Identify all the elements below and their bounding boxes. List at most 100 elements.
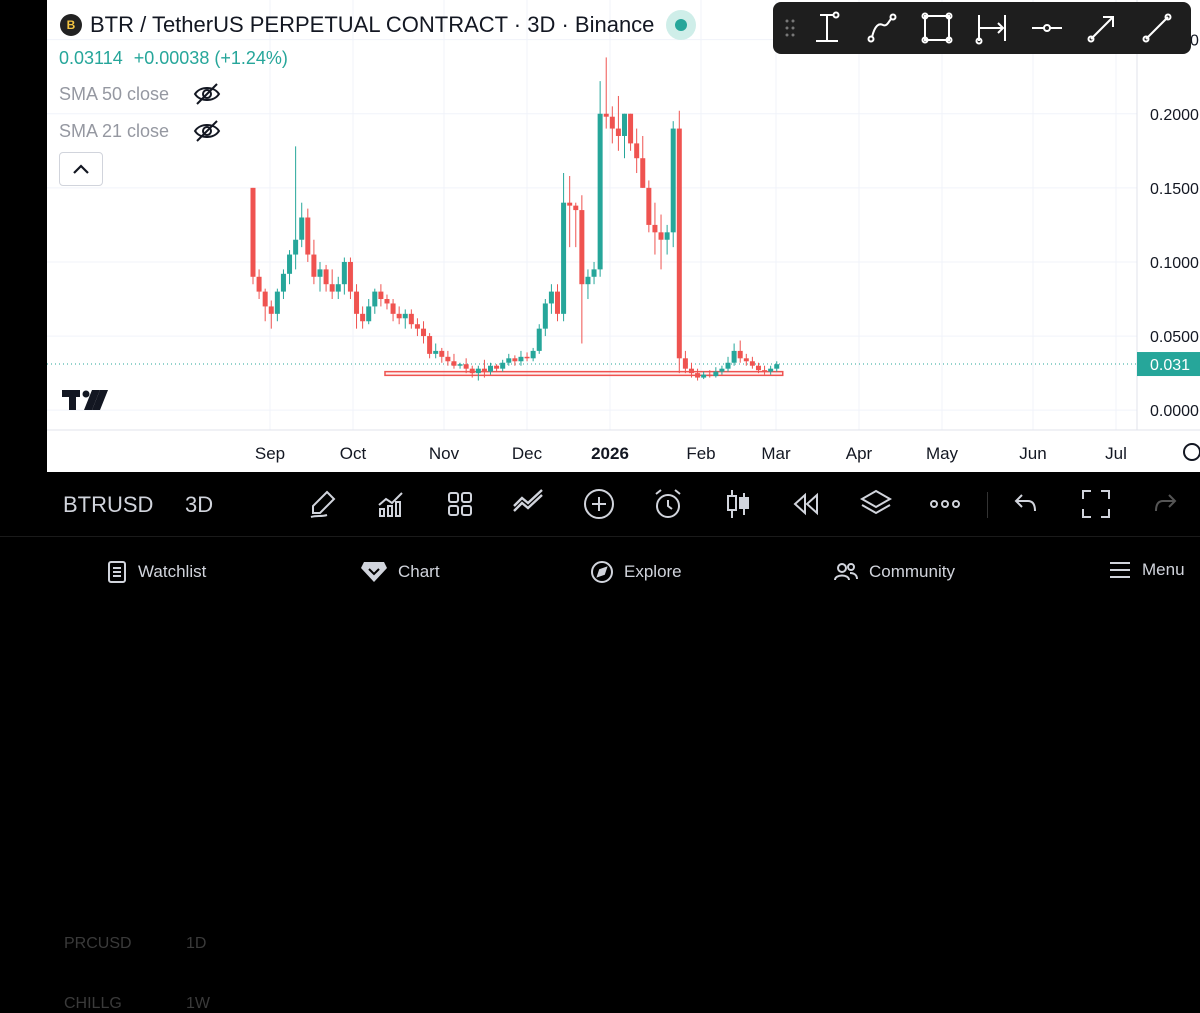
tab-label: Community	[869, 562, 955, 581]
add-icon[interactable]	[581, 486, 617, 522]
candle-body	[414, 324, 420, 329]
candle-body	[445, 356, 451, 362]
candle-body	[354, 291, 360, 314]
toolbar-separator	[987, 492, 988, 518]
candle-body	[500, 362, 506, 369]
fullscreen-icon[interactable]	[1078, 486, 1114, 522]
price-chart[interactable]: 0.25000.20000.15000.10000.05000.00000.03…	[47, 0, 1200, 472]
more-icon[interactable]	[927, 486, 963, 522]
candle-body	[682, 358, 688, 369]
candle-body	[408, 313, 414, 325]
candle-body	[494, 365, 500, 369]
settings-gear-icon[interactable]	[1183, 443, 1200, 461]
candle-body	[366, 306, 372, 322]
candle-body	[524, 356, 530, 359]
candle-body	[390, 303, 396, 314]
alert-icon[interactable]	[650, 486, 686, 522]
eye-off-icon[interactable]	[193, 82, 221, 106]
collapse-legend-button[interactable]	[59, 152, 103, 186]
redo-icon[interactable]	[1147, 486, 1183, 522]
candle-body	[579, 210, 585, 285]
candle-body	[287, 254, 293, 274]
candle-body	[475, 368, 481, 374]
layout-icon[interactable]	[442, 486, 478, 522]
candle-body	[360, 313, 366, 322]
candle-body	[640, 158, 646, 188]
candle-body	[274, 291, 280, 314]
candle-body	[737, 350, 743, 359]
candle-body	[713, 371, 719, 377]
chart-icon	[361, 562, 387, 582]
candle-body	[603, 113, 609, 117]
arrow-line-icon[interactable]	[1074, 6, 1129, 50]
interval-picker[interactable]: 3D	[185, 492, 214, 517]
menu-icon	[1110, 562, 1130, 578]
indicator-label: SMA 21 close	[59, 120, 170, 141]
candle-body	[439, 350, 445, 357]
candle-body	[542, 303, 548, 329]
candle-body	[341, 261, 347, 285]
tab-community[interactable]: Community	[833, 560, 955, 584]
x-tick-label: Jul	[1105, 444, 1127, 463]
last-price-badge	[1137, 352, 1200, 377]
candle-body	[293, 239, 299, 255]
replay-icon[interactable]	[788, 486, 824, 522]
candle-body	[561, 202, 567, 314]
horizontal-ray-icon[interactable]	[1019, 6, 1074, 50]
candle-body	[707, 374, 713, 377]
symbol-picker[interactable]: BTRUSD	[63, 492, 154, 517]
candle-body	[512, 358, 518, 362]
candle-body	[262, 291, 268, 307]
last-price-label: 0.031	[1150, 357, 1190, 374]
tab-watchlist[interactable]: Watchlist	[106, 560, 206, 584]
chart-panel[interactable]: 0.25000.20000.15000.10000.05000.00000.03…	[47, 0, 1200, 472]
grip-icon[interactable]	[781, 13, 799, 43]
candle-type-icon[interactable]	[720, 486, 756, 522]
candle-body	[652, 224, 658, 233]
candle-body	[402, 313, 408, 319]
indicator-label: SMA 50 close	[59, 83, 170, 104]
candle-body	[658, 232, 664, 240]
eye-off-icon[interactable]	[193, 119, 221, 143]
last-price: 0.03114	[59, 48, 123, 68]
chart-area: 0.25000.20000.15000.10000.05000.00000.03…	[0, 0, 1200, 472]
x-tick-label: Dec	[512, 444, 543, 463]
undo-icon[interactable]	[1008, 486, 1044, 522]
date-range-icon[interactable]	[964, 6, 1019, 50]
trend-line-icon[interactable]	[1129, 6, 1184, 50]
y-tick-label: 0.2000	[1150, 107, 1199, 124]
candle-body	[433, 350, 439, 354]
candle-body	[256, 276, 262, 292]
drawing-toolbar[interactable]	[773, 2, 1191, 54]
candle-body	[268, 306, 274, 314]
tradingview-logo	[62, 388, 108, 417]
y-tick-label: 0.0500	[1150, 329, 1199, 346]
tab-chart[interactable]: Chart	[360, 560, 440, 584]
candle-body	[536, 328, 542, 351]
tab-menu[interactable]: Menu	[1108, 560, 1185, 580]
symbol-header[interactable]: B BTR / TetherUS PERPETUAL CONTRACT · 3D…	[60, 10, 697, 40]
indicators-icon[interactable]	[373, 486, 409, 522]
tab-explore[interactable]: Explore	[590, 560, 682, 584]
x-tick-label: Sep	[255, 444, 285, 463]
candle-body	[755, 365, 761, 371]
indicator-sma-50[interactable]: SMA 50 close	[59, 82, 221, 106]
layers-icon[interactable]	[858, 486, 894, 522]
ghost-interval-below: 1W	[186, 995, 210, 1012]
rectangle-icon[interactable]	[909, 6, 964, 50]
x-tick-label: Mar	[761, 444, 791, 463]
candle-body	[695, 373, 701, 378]
candle-body	[573, 205, 579, 211]
path-icon[interactable]	[854, 6, 909, 50]
indicator-sma-21[interactable]: SMA 21 close	[59, 119, 221, 143]
candle-body	[488, 365, 494, 372]
compare-icon[interactable]	[511, 486, 547, 522]
candle-body	[372, 291, 378, 307]
candle-body	[762, 370, 768, 372]
compass-icon	[591, 561, 613, 583]
candle-body	[530, 350, 536, 359]
candle-body	[396, 313, 402, 319]
vertical-measure-icon[interactable]	[799, 6, 854, 50]
brush-icon[interactable]	[304, 486, 340, 522]
candle-body	[628, 113, 634, 144]
